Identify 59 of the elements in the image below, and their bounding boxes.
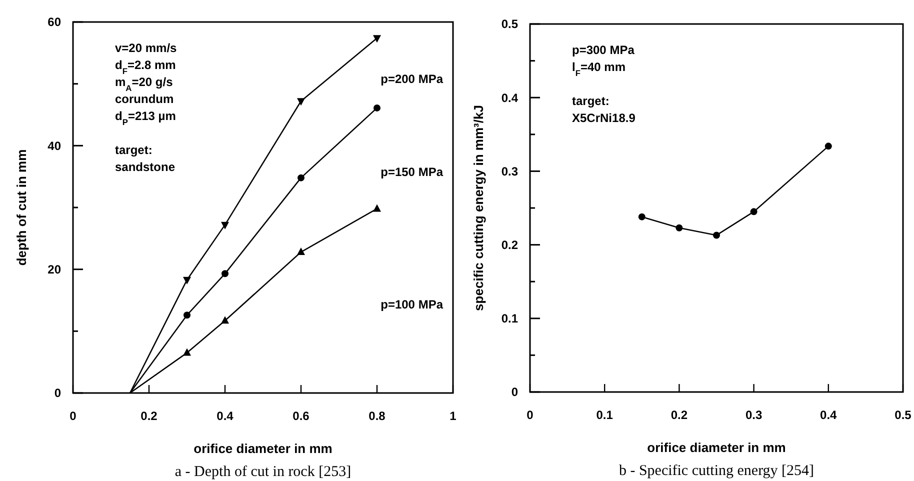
y-tick-label: 20 (48, 262, 62, 277)
text: p=150 MPa (380, 164, 444, 179)
y-tick-label: 0 (511, 385, 518, 400)
annotation: d$_{P}$=213 µm (115, 109, 176, 127)
x-tick-label: 0.1 (596, 408, 614, 422)
x-tick-label: 0.2 (140, 409, 158, 423)
point (221, 316, 229, 324)
x-tick-label: 0 (70, 409, 77, 423)
point (297, 98, 305, 106)
x-tick-label: 1 (450, 409, 457, 423)
point (713, 232, 720, 239)
x-tick-label: 0 (526, 408, 534, 422)
x-tick-label: 0.4 (820, 408, 838, 422)
y-axis-title: depth of cut in mm (14, 149, 29, 266)
point (183, 348, 191, 356)
y-tick-label: 60 (48, 15, 62, 30)
point (824, 142, 832, 150)
annotation: target: (572, 94, 610, 108)
y-tick-label: 0.1 (501, 312, 518, 326)
annotation: l$_{F}$=40 mm (572, 60, 626, 78)
point (183, 276, 191, 284)
x-tick-label: 0.5 (894, 408, 912, 422)
point (374, 104, 380, 112)
point (184, 312, 190, 319)
y-tick-label: 0 (54, 386, 62, 400)
y-axis-title: specific cutting energy in mm³/kJ (471, 105, 486, 311)
y-tick-label: 40 (48, 138, 62, 153)
y-tick-label: 0.5 (501, 17, 518, 32)
x-tick-label: 0.4 (216, 409, 234, 423)
point (638, 213, 646, 220)
annotation: sandstone (115, 160, 176, 174)
point (298, 174, 304, 182)
annotation: target: (115, 143, 152, 157)
annotation: X5CrNi18.9 (572, 111, 636, 125)
point (373, 204, 381, 212)
point (373, 35, 381, 43)
text: p=100 MPa (380, 298, 444, 312)
x-tick-label: 0.8 (368, 409, 386, 423)
annotation: p=300 MPa (572, 43, 635, 57)
y-tick-label: 0.2 (501, 238, 518, 252)
annotation: m$_{A}$=20 g/s (115, 75, 174, 93)
point (750, 208, 758, 216)
y-tick-label: 0.3 (501, 164, 518, 178)
text: b - Specific cutting energy [254] (618, 463, 814, 479)
point (676, 224, 683, 232)
x-axis-title: orifice diameter in mm (647, 440, 786, 455)
y-tick-label: 0.4 (501, 90, 518, 105)
annotation: corundum (115, 92, 174, 106)
point (297, 248, 305, 256)
point (222, 270, 228, 278)
x-axis-title: orifice diameter in mm (194, 441, 332, 456)
text: p=200 MPa (380, 72, 444, 86)
x-tick-label: 0.6 (292, 409, 310, 423)
annotation: d$_{F}$=2.8 mm (115, 58, 176, 76)
point (221, 222, 229, 230)
x-tick-label: 0.3 (745, 408, 762, 422)
annotation: v=20 mm/s (115, 41, 178, 55)
text: a - Depth of cut in rock [253] (174, 464, 352, 480)
x-tick-label: 0.2 (670, 408, 688, 422)
